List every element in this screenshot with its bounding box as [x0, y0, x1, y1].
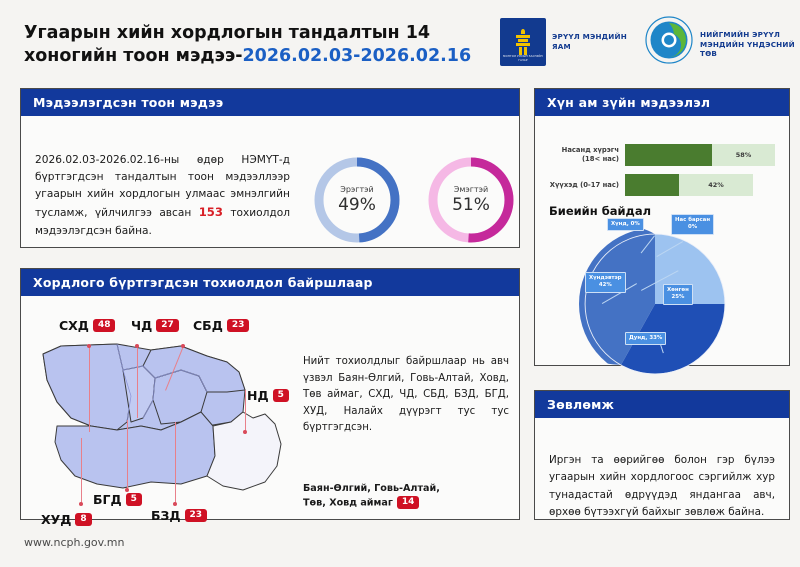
- female-donut-chart: Эмэгтэй 51%: [425, 154, 517, 246]
- pie-callout-hongon: Хөнгөн 25%: [663, 284, 693, 305]
- provinces-line1: Баян-Өлгий, Говь-Алтай,: [303, 483, 440, 494]
- page-title-date-range: 2026.02.03-2026.02.16: [242, 46, 472, 67]
- condition-pie-chart: Хүнд, 0% Нас барсан 0% Хүндэвтэр 42% Хөн…: [550, 214, 731, 380]
- bar-value-children: 42%: [708, 181, 724, 189]
- ministry-logo-caption: МОНГОЛ УЛСЫН ЗАСГИЙН ГАЗАР: [503, 55, 543, 63]
- female-donut-value: 51%: [452, 195, 490, 215]
- bar-fill-adults: [625, 144, 712, 166]
- soyombo-icon: [516, 29, 530, 55]
- female-donut-label: Эмэгтэй: [453, 185, 489, 194]
- demographics-bar-chart: Насанд хүрэгч (18< нас) 58% Хүүхэд (0-17…: [535, 144, 791, 204]
- advice-panel: Зөвлөмж Иргэн та өөрийгөө болон гэр бүлэ…: [534, 390, 790, 520]
- leader-dot: [125, 488, 129, 492]
- summary-text: 2026.02.03-2026.02.16-ны өдөр НЭМҮТ-д бү…: [35, 152, 290, 240]
- pie-callout-nas-barsan: Нас барсан 0%: [671, 214, 715, 235]
- bar-row: Насанд хүрэгч (18< нас) 58%: [535, 144, 791, 166]
- summary-panel-title: Мэдээлэгдсэн тоон мэдээ: [21, 89, 519, 116]
- map-pin-bzd[interactable]: БЗД 23: [151, 508, 208, 523]
- bar-value-adults: 58%: [735, 151, 752, 159]
- provinces-count-badge: 14: [396, 496, 420, 510]
- map-description-text: Нийт тохиолдлыг байршлаар нь авч үзвэл Б…: [303, 356, 509, 434]
- bar-label-children: Хүүхэд (0-17 нас): [549, 180, 619, 189]
- map-pin-count: 5: [125, 493, 142, 506]
- page-title-line2: хоногийн тоон мэдээ-: [24, 46, 243, 67]
- map-pin-count: 8: [75, 513, 92, 526]
- ministry-name-label: ЭРҮҮЛ МЭНДИЙН ЯАМ: [552, 32, 627, 51]
- provinces-summary: Баян-Өлгий, Говь-Алтай, Төв, Ховд аймаг 1…: [303, 482, 513, 511]
- leader-dot: [243, 430, 247, 434]
- footer-url[interactable]: www.ncph.gov.mn: [24, 536, 125, 549]
- case-count-value: 153: [198, 205, 223, 220]
- pie-callout-dund: Дунд, 33%: [625, 332, 667, 346]
- male-donut-chart: Эрэгтэй 49%: [311, 154, 403, 246]
- leader-line: [89, 346, 91, 432]
- leader-line: [81, 438, 83, 504]
- leader-line: [127, 420, 129, 490]
- leader-line: [175, 422, 177, 504]
- summary-panel: Мэдээлэгдсэн тоон мэдээ 2026.02.03-2026.…: [20, 88, 520, 248]
- page-title: Угаарын хийн хордлогын тандалтын 14 хоно…: [24, 22, 476, 69]
- page-title-line1: Угаарын хийн хордлогын тандалтын 14: [24, 23, 431, 43]
- map-pin-sbd[interactable]: СБД 23: [193, 318, 250, 333]
- male-donut-label: Эрэгтэй: [340, 185, 374, 194]
- map-panel-title: Хордлого бүртгэгдсэн тохиолдол байршлаар: [21, 269, 519, 296]
- leader-line: [137, 346, 139, 418]
- bar-row: Хүүхэд (0-17 нас) 42%: [535, 174, 791, 196]
- leader-dot: [87, 344, 91, 348]
- advice-text: Иргэн та өөрийгөө болон гэр бүлээ угаары…: [549, 454, 775, 518]
- provinces-line2: Төв, Ховд аймаг: [303, 497, 393, 509]
- male-donut-value: 49%: [338, 195, 376, 215]
- leader-line: [245, 390, 247, 434]
- leader-dot: [173, 502, 177, 506]
- map-pin-count: 27: [156, 319, 179, 332]
- pie-callout-hund: Хүнд, 0%: [607, 218, 644, 232]
- bar-label-adults: Насанд хүрэгч (18< нас): [561, 146, 619, 163]
- map-panel: Хордлого бүртгэгдсэн тохиолдол байршлаар: [20, 268, 520, 527]
- demographics-panel: Хүн ам зүйн мэдээлэл Насанд хүрэгч (18< …: [534, 88, 791, 375]
- bar-track-adults: 58%: [625, 144, 775, 166]
- pie-callout-hundevter: Хүндэвтэр 42%: [585, 272, 626, 293]
- map-pin-count: 23: [226, 319, 250, 332]
- map-shapes: [42, 343, 282, 491]
- map-pin-chd[interactable]: ЧД 27: [131, 318, 179, 333]
- ministry-of-health-logo: МОНГОЛ УЛСЫН ЗАСГИЙН ГАЗАР: [500, 18, 546, 66]
- ulaanbaatar-districts-map: [31, 326, 303, 536]
- map-pin-nd[interactable]: НД 5: [247, 388, 289, 403]
- demographics-panel-title: Хүн ам зүйн мэдээлэл: [535, 89, 789, 116]
- leader-dot: [79, 502, 83, 506]
- leader-dot: [135, 344, 139, 348]
- bar-fill-children: [625, 174, 679, 196]
- advice-panel-title: Зөвлөмж: [535, 391, 789, 418]
- map-pin-count: 23: [184, 509, 208, 522]
- summary-text-before: 2026.02.03-2026.02.16-ны өдөр НЭМҮТ-д бү…: [35, 154, 290, 220]
- map-pin-bgd[interactable]: БГД 5: [93, 492, 142, 507]
- ncph-logo: [645, 16, 693, 64]
- map-pin-count: 48: [92, 319, 116, 332]
- map-pin-khud[interactable]: ХУД 8: [41, 512, 92, 527]
- summary-text-after: тохиолдол мэдээлэгдсэн байна.: [35, 207, 290, 237]
- leader-dot: [181, 344, 185, 348]
- pie-chart-title: Биеийн байдал: [549, 204, 652, 218]
- bar-track-children: 42%: [625, 174, 753, 196]
- ncph-name-label: НИЙГМИЙН ЭРҮҮЛ МЭНДИЙН ҮНДЭСНИЙ ТӨВ: [700, 30, 795, 59]
- page-header: Угаарын хийн хордлогын тандалтын 14 хоно…: [0, 0, 800, 86]
- map-pin-count: 5: [272, 389, 289, 402]
- map-pin-skhd[interactable]: СХД 48: [59, 318, 116, 333]
